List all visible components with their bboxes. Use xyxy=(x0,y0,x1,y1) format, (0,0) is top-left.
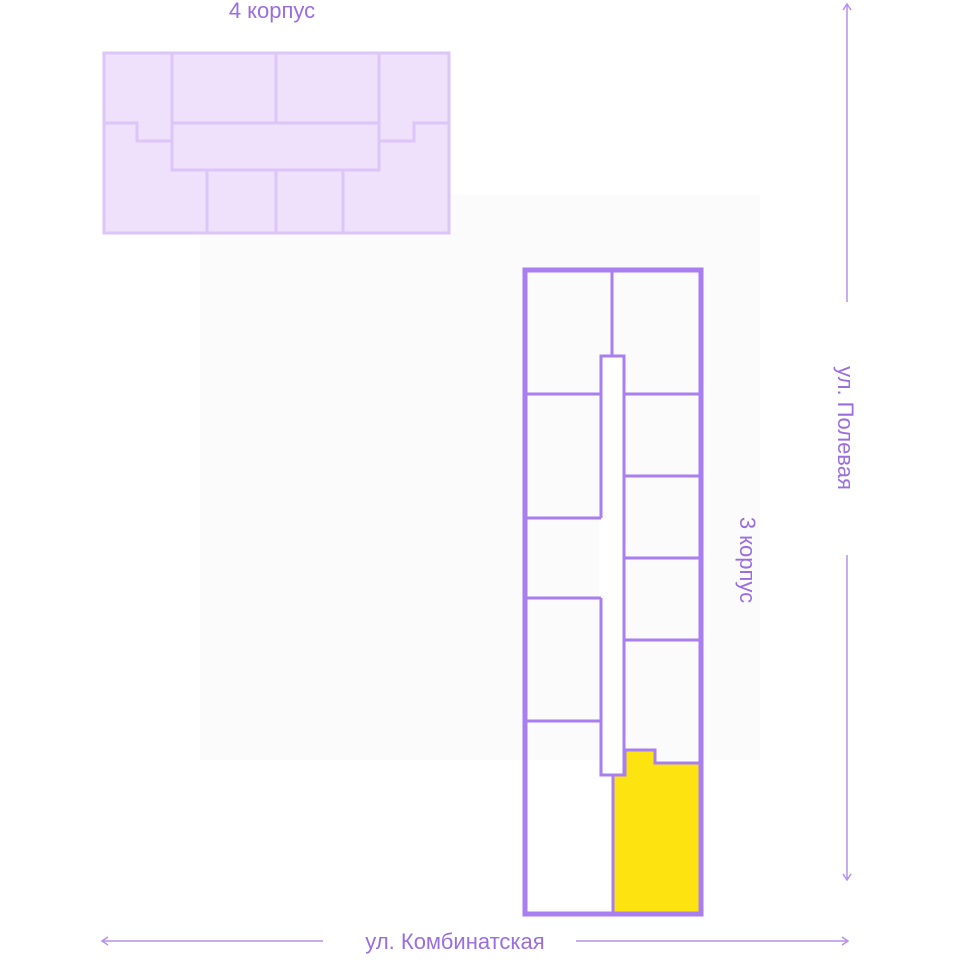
highlighted-apartment[interactable] xyxy=(611,748,702,916)
arrow-up-icon xyxy=(842,2,852,11)
right-walls xyxy=(624,392,702,642)
building-3-label: 3 корпус xyxy=(735,517,760,603)
building-4-bottom-walls xyxy=(205,170,345,233)
arrow-right-icon xyxy=(841,936,850,946)
building-4-label: 4 корпус xyxy=(229,0,315,23)
building-4-top-walls xyxy=(170,53,381,123)
building-4[interactable] xyxy=(102,51,451,235)
building-3-outline xyxy=(522,267,704,917)
street-right-arrow xyxy=(842,2,852,882)
corridor xyxy=(599,354,626,777)
street-bottom-arrow xyxy=(100,936,850,946)
building-3[interactable] xyxy=(522,267,704,917)
street-right-label: ул. Полевая xyxy=(833,366,858,490)
arrow-left-icon xyxy=(100,936,109,946)
arrow-down-icon xyxy=(842,873,852,882)
building-4-step-walls xyxy=(104,121,449,143)
left-walls xyxy=(524,392,601,723)
street-bottom-label: ул. Комбинатская xyxy=(365,929,544,954)
